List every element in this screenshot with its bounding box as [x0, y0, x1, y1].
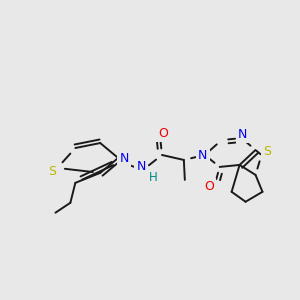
Text: S: S — [49, 165, 56, 178]
Text: S: S — [263, 146, 272, 158]
Text: O: O — [158, 127, 168, 140]
Text: N: N — [238, 128, 247, 141]
Text: N: N — [119, 152, 129, 166]
Text: N: N — [198, 149, 207, 163]
Text: H: H — [148, 171, 158, 184]
Text: O: O — [204, 180, 214, 193]
Text: N: N — [136, 160, 146, 173]
